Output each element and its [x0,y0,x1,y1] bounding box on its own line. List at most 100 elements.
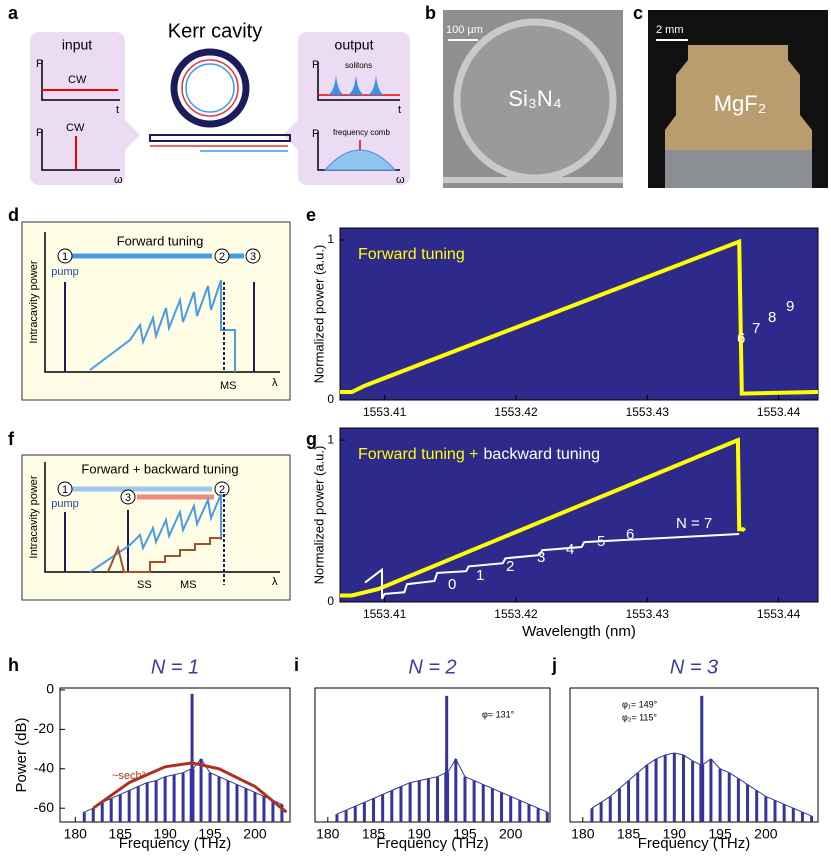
state [245,248,261,264]
charts: 1553.41 1553.42 1553.43 1553.4401Normalized… [13,227,819,852]
annotation: 2 [506,558,514,575]
x-label: Frequency (THz) [638,835,751,852]
y-label: Normalized power (a.u.) [311,245,326,384]
ms-label: MS [180,579,197,591]
y-label: Intracavity power [28,260,40,343]
schematic-box [21,454,291,601]
ring [170,48,250,128]
y-tick-label: -20 [34,720,54,736]
cw-label: CW [66,122,85,134]
axes [44,462,280,573]
backward-trace [107,537,222,573]
trace [340,238,819,396]
material-label: MgF₂ [714,91,767,116]
state [214,248,230,264]
panel-label: d [8,205,19,225]
y-label: Intracavity power [28,475,40,558]
state-label: 1 [62,251,68,263]
x-tick-label: 200 [499,826,523,842]
x-tick-label: 1553.43 [626,405,670,419]
soliton-peaks [326,75,386,95]
annotation: 6 [626,526,634,543]
x-tick-label: 185 [109,826,133,842]
axis-label: P [312,59,319,71]
panel-label: g [306,429,317,449]
ring-blue [185,63,235,113]
panel-d: Intracavity power λ Forward tuning 1 2 3… [21,221,291,401]
axis-label: P [36,127,43,139]
axis-label: t [398,104,401,116]
state-label: 3 [250,251,256,263]
chart-title: N = 1 [151,656,199,678]
waveguide [149,134,291,142]
chart-title: Forward tuning [358,246,465,263]
scale-label: 100 µm [446,24,483,36]
chart-subtitle: backward tuning [484,446,601,463]
panel-a: input output Kerr cavity P P CW CW t ω P… [30,20,410,186]
y-tick-label: 1 [327,432,334,446]
state-label: 1 [62,484,68,496]
intracavity-trace [89,493,222,573]
annotation: 8 [768,309,776,326]
axis-label: P [36,58,43,70]
y-tick-label: -40 [34,759,54,775]
annotation: 5 [597,533,605,550]
x-tick-label: 1553.41 [363,405,407,419]
state-label: 3 [125,492,131,504]
output-box [283,32,410,185]
annotation: 6 [737,330,745,347]
x-tick-label: 1553.41 [363,607,407,621]
panel-label: c [633,3,643,23]
x-label: λ [272,576,278,588]
cw-label: CW [68,74,87,86]
x-tick-label: 195 [198,826,222,842]
x-tick-label: 185 [362,826,386,842]
state-label: 2 [219,484,225,496]
y-label: Normalized power (a.u.) [311,446,326,585]
title: Forward + backward tuning [81,461,238,476]
annotation: φ₂= 115° [622,712,657,722]
x-tick-label: 195 [708,826,732,842]
holder [665,150,812,188]
panel-labels: a b c d e f g h i j [8,3,643,675]
input-box [30,32,140,185]
pump-arrows [64,282,255,372]
state [120,489,136,505]
spectrum-envelope [84,693,283,813]
y-tick-label: 0 [327,392,334,406]
comb-envelope [323,149,397,171]
plot-area [314,687,551,823]
x-tick-label: 190 [153,826,177,842]
annotation: ~sech² [112,770,146,782]
axis-label: t [116,104,119,116]
x-tick-label: 180 [316,826,340,842]
scale-label: 2 mm [656,24,684,36]
pump-label: pump [51,498,79,510]
y-tick-label: 1 [327,232,334,246]
trace [340,437,747,598]
x-tick-label: 200 [754,826,778,842]
x-tick-label: 190 [408,826,432,842]
panel-label: j [551,655,557,675]
spectrum-envelope [336,695,548,815]
annotation: 4 [566,541,574,558]
output-label: output [335,37,374,53]
comb-label: frequency comb [333,128,390,137]
panel-label: b [425,3,436,23]
chart-title: Forward tuning + [358,446,479,463]
ss-label: SS [137,579,152,591]
panel-c: 2 mm MgF₂ [648,10,828,188]
panel-label: f [8,429,15,449]
y-tick-label: -60 [34,799,54,815]
x-tick-label: 1553.44 [757,405,801,419]
annotation: 3 [537,549,545,566]
panel-label: a [8,3,19,23]
title: Forward tuning [117,233,204,248]
intracavity-trace [89,279,236,372]
spectrum-envelope [591,695,812,817]
x-tick-label: 185 [617,826,641,842]
x-label: λ [272,377,278,389]
trace [364,533,740,600]
